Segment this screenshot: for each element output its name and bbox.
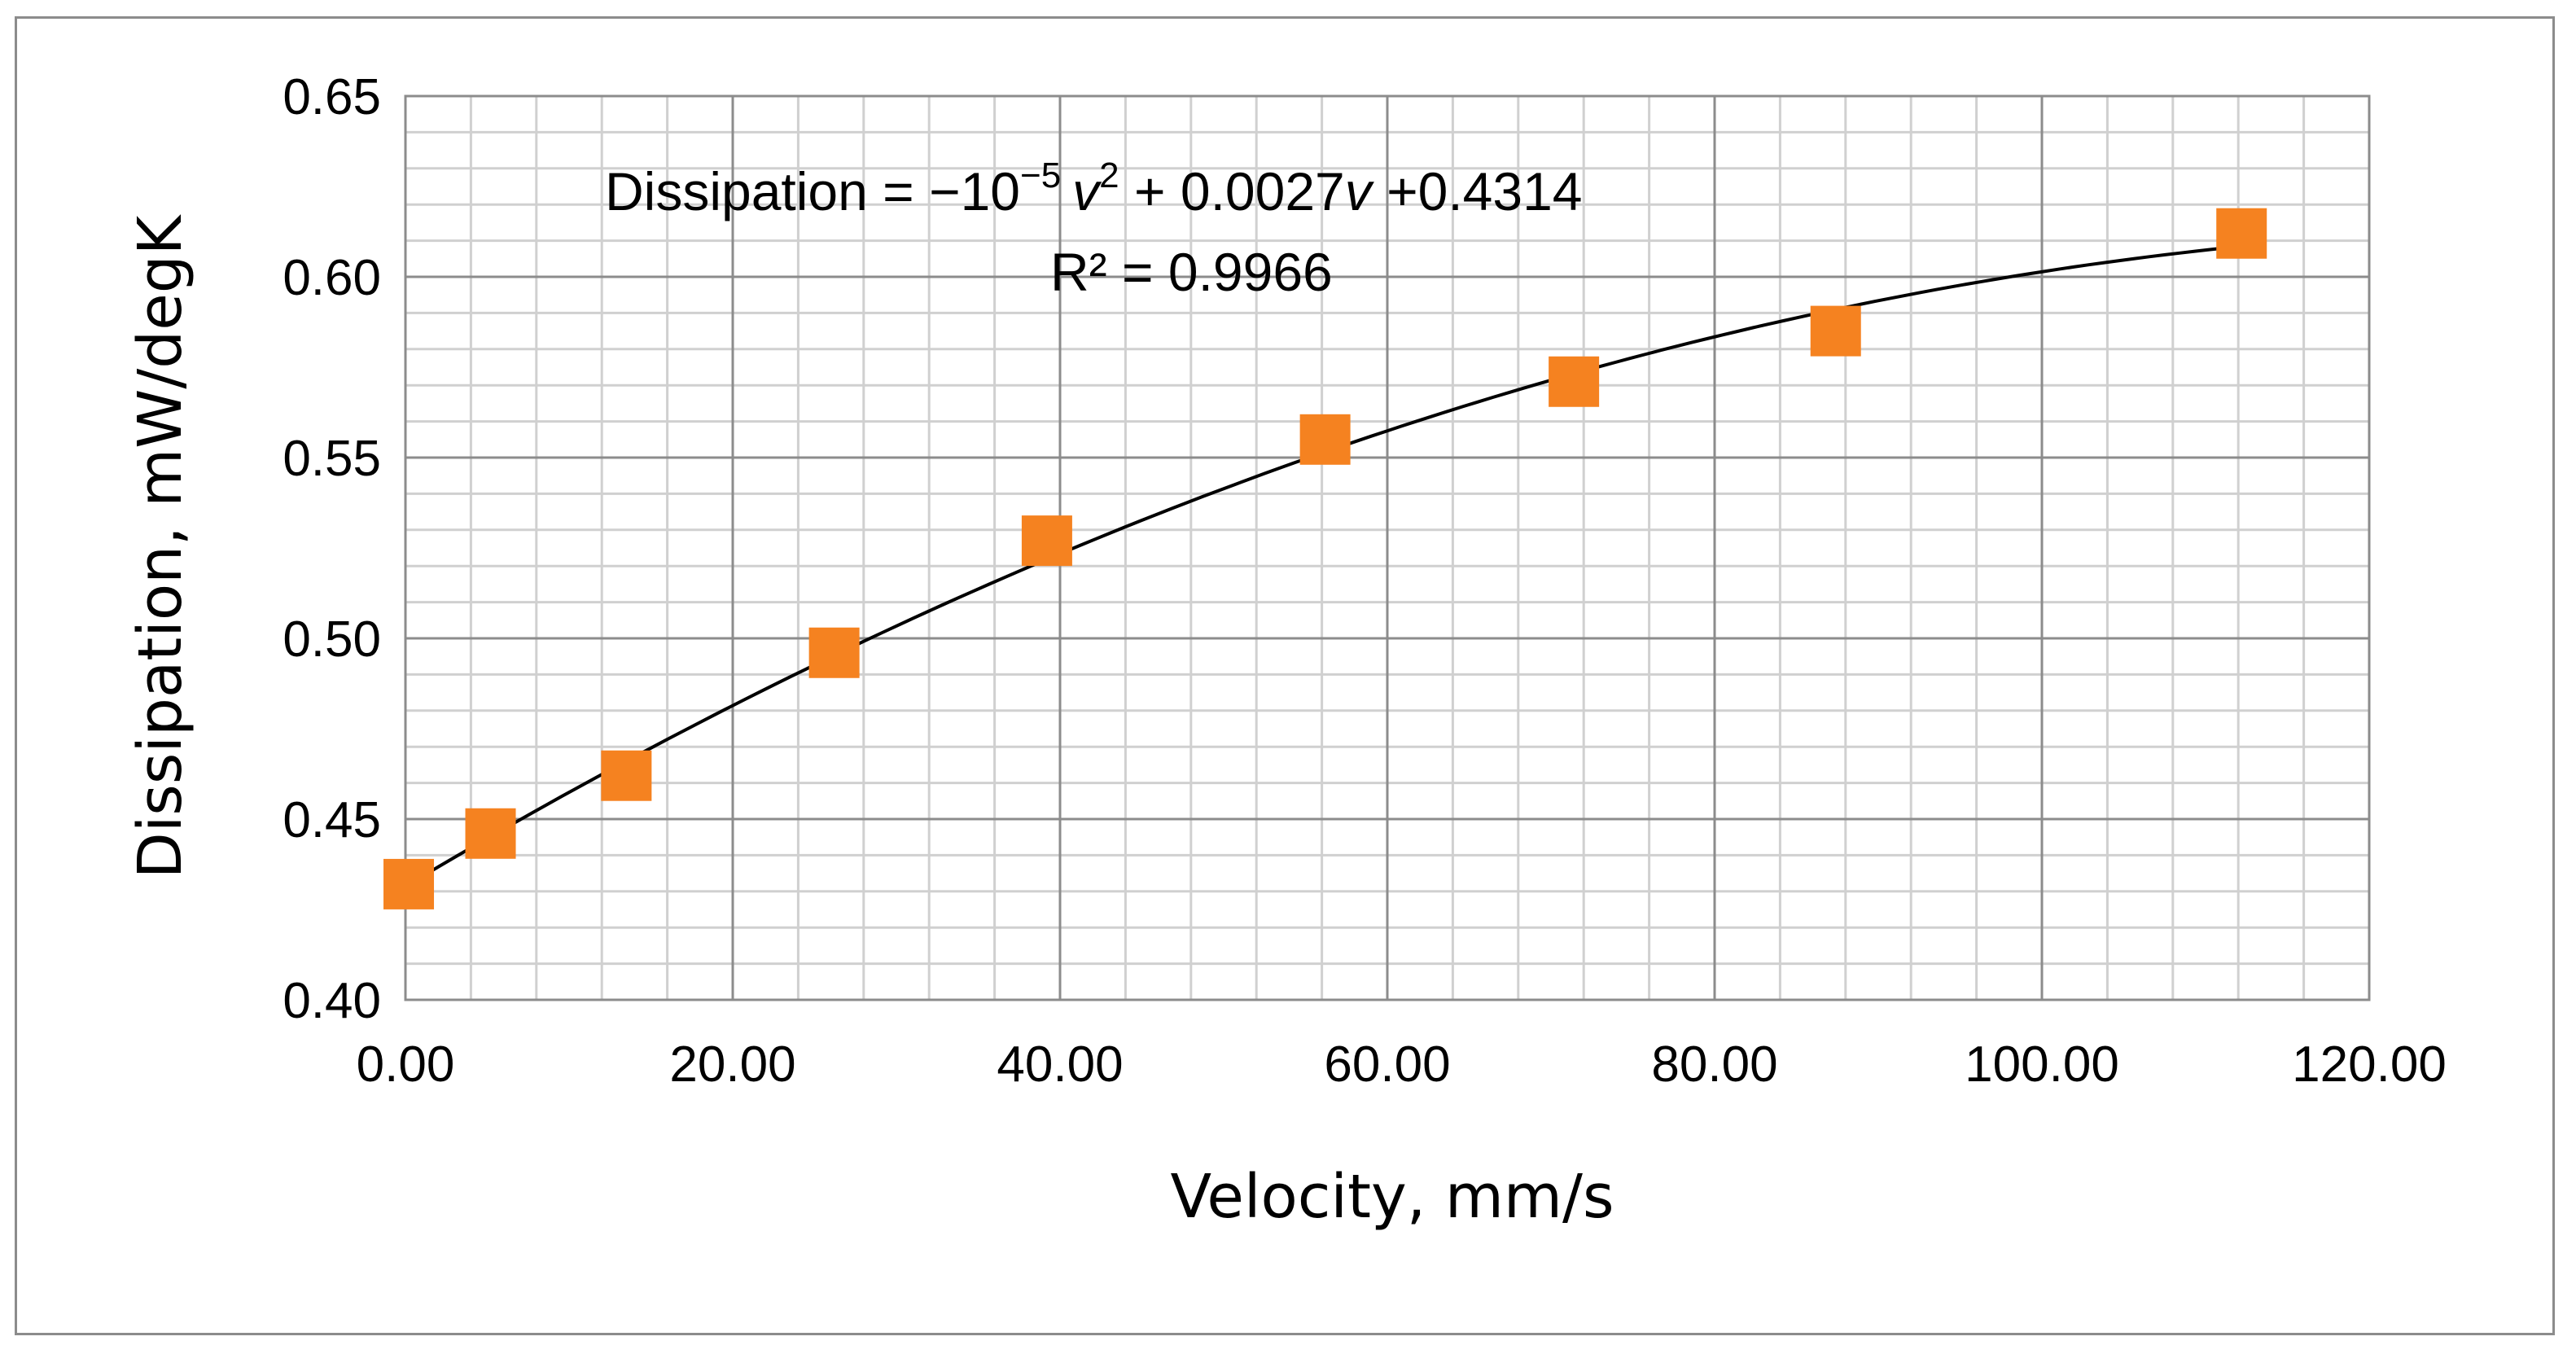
x-tick-label: 120.00 [2292, 1036, 2447, 1093]
data-point [1299, 414, 1351, 465]
data-point [1810, 305, 1861, 357]
y-tick-label: 0.40 [283, 973, 381, 1029]
major-gridlines [405, 96, 2369, 1000]
x-tick-label: 100.00 [1965, 1036, 2119, 1093]
x-tick-label: 80.00 [1651, 1036, 1777, 1093]
y-tick-label: 0.50 [283, 611, 381, 668]
x-axis-ticks: 0.00 20.00 40.00 60.00 80.00 100.00 120.00 [357, 1036, 2447, 1093]
data-point [1549, 356, 1600, 407]
trendline-equation: Dissipation = −10−5 v2 + 0.0027v +0.4314 [605, 156, 1583, 221]
y-axis-title: Dissipation, mW/degK [125, 213, 195, 879]
chart-frame [15, 16, 2555, 1335]
r-squared-label: R² = 0.9966 [1050, 242, 1333, 302]
x-axis-title: Velocity, mm/s [1171, 1162, 1614, 1232]
data-point [601, 750, 652, 801]
data-point [808, 627, 860, 678]
y-tick-label: 0.60 [283, 250, 381, 306]
data-point [383, 858, 435, 909]
data-point [465, 808, 516, 859]
x-tick-label: 60.00 [1324, 1036, 1450, 1093]
data-point [2216, 208, 2267, 259]
x-tick-label: 40.00 [997, 1036, 1123, 1093]
data-points [383, 208, 2267, 909]
x-tick-label: 20.00 [669, 1036, 795, 1093]
plot-area [404, 94, 2371, 1001]
y-axis-ticks: 0.40 0.45 0.50 0.55 0.60 0.65 [283, 69, 381, 1029]
x-tick-label: 0.00 [357, 1036, 455, 1093]
y-tick-label: 0.55 [283, 431, 381, 487]
y-tick-label: 0.45 [283, 792, 381, 848]
y-tick-label: 0.65 [283, 69, 381, 125]
data-point [1021, 515, 1072, 567]
